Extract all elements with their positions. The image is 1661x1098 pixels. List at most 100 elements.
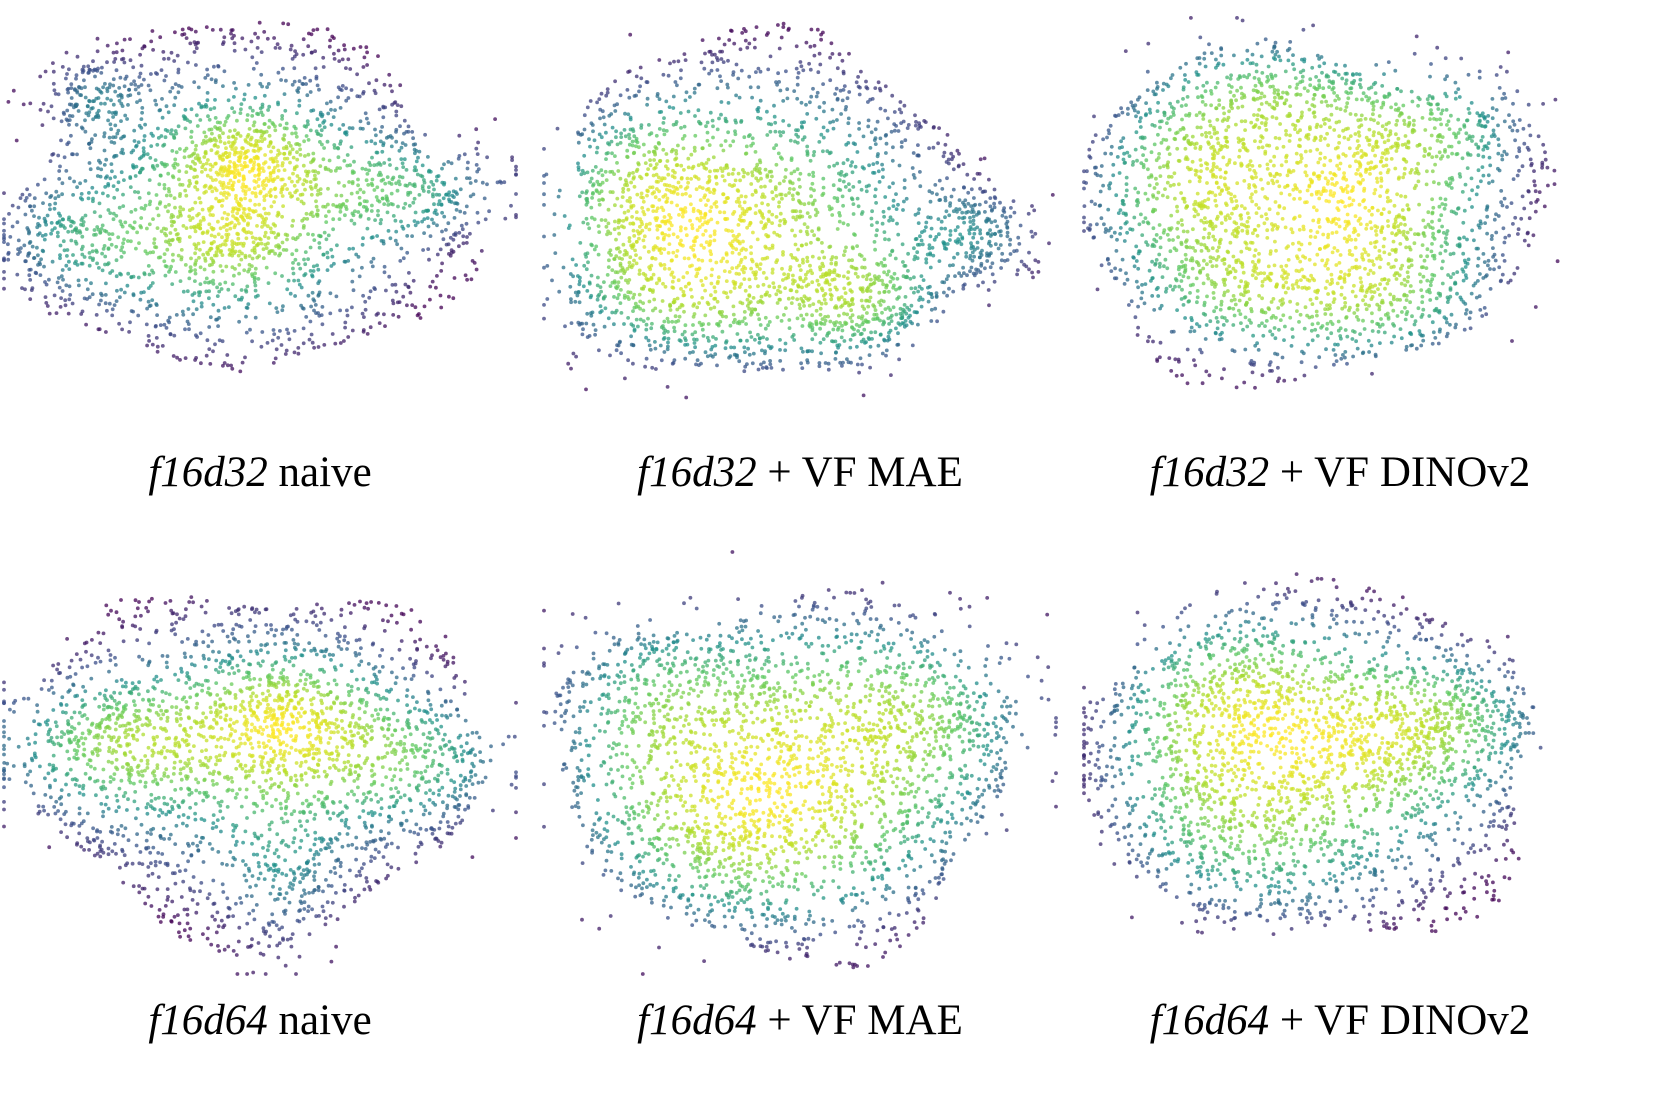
scatter-point [141,149,146,154]
scatter-point [542,303,546,307]
scatter-point [628,290,633,295]
scatter-point [766,323,770,328]
scatter-point [780,266,784,271]
scatter-point [947,213,952,218]
scatter-point [863,318,868,323]
scatter-point [755,237,760,242]
scatter-point [273,165,277,170]
scatter-point [117,98,122,103]
scatter-point [269,230,274,235]
scatter-point [662,336,667,340]
scatter-point [627,142,632,147]
scatter-point [356,183,360,188]
scatter-point [917,298,921,302]
scatter-point [53,226,57,231]
scatter-point [625,148,630,153]
scatter-point [584,216,589,221]
scatter-point [731,73,735,77]
scatter-point [164,104,169,109]
scatter-point [210,28,215,32]
scatter-point [394,113,399,118]
scatter-point [660,299,665,303]
scatter-point [193,229,198,234]
scatter-point [280,214,284,219]
scatter-point [827,245,832,250]
scatter-point [379,218,383,222]
scatter-point [840,194,845,199]
scatter-point [242,92,247,97]
scatter-point [232,95,236,99]
scatter-point [67,122,71,127]
scatter-point [253,288,258,293]
scatter-point [753,211,758,216]
scatter-point [246,302,251,306]
scatter-point [918,234,922,239]
scatter-point [709,353,713,358]
scatter-point [776,71,780,76]
scatter-point [854,80,859,85]
scatter-point [207,117,212,122]
scatter-point [173,95,178,100]
scatter-point [63,226,67,230]
scatter-point [604,157,608,162]
scatter-point [263,211,268,216]
scatter-point [212,143,217,148]
scatter-point [1015,272,1019,277]
scatter-point [1029,229,1034,234]
scatter-point [250,235,255,240]
scatter-point [138,98,143,103]
scatter-point [672,329,677,334]
scatter-point [89,281,93,286]
scatter-point [928,234,933,239]
scatter-point [631,171,635,175]
scatter-point [184,193,189,198]
scatter-point [447,294,451,299]
scatter-point [428,284,433,289]
scatter-point [170,149,175,153]
scatter-point [461,241,466,246]
scatter-point [247,126,252,131]
scatter-point [58,243,63,248]
scatter-point [814,213,818,218]
scatter-point [939,219,944,224]
scatter-point [304,211,309,216]
scatter-point [751,296,756,300]
scatter-point [692,341,697,345]
scatter-point [681,289,686,294]
scatter-point [820,193,825,198]
scatter-point [214,253,219,258]
scatter-point [920,242,925,247]
scatter-point [211,278,216,283]
scatter-point [890,249,894,254]
scatter-point [25,187,29,192]
scatter-point [864,288,869,293]
scatter-point [228,159,233,164]
scatter-point [298,232,302,237]
scatter-point [743,29,748,34]
scatter-point [681,275,686,280]
scatter-point [758,267,762,271]
scatter-point [27,273,32,278]
scatter-point [347,126,352,130]
scatter-point [227,186,232,190]
scatter-point [332,36,336,40]
scatter-point [713,296,718,301]
scatter-point [608,353,612,358]
scatter-point [198,200,203,205]
scatter-point [63,303,68,308]
scatter-point [232,128,237,133]
scatter-point [452,216,457,220]
scatter-point [327,158,332,163]
scatter-point [714,181,719,186]
scatter-point [294,142,298,147]
scatter-point [783,286,787,290]
scatter-point [69,82,74,87]
scatter-point [103,293,108,297]
scatter-point [252,129,257,134]
scatter-point [103,176,108,180]
scatter-point [181,312,186,317]
scatter-point [710,345,715,349]
scatter-point [132,128,137,133]
scatter-point [238,369,243,374]
scatter-point [577,282,582,287]
